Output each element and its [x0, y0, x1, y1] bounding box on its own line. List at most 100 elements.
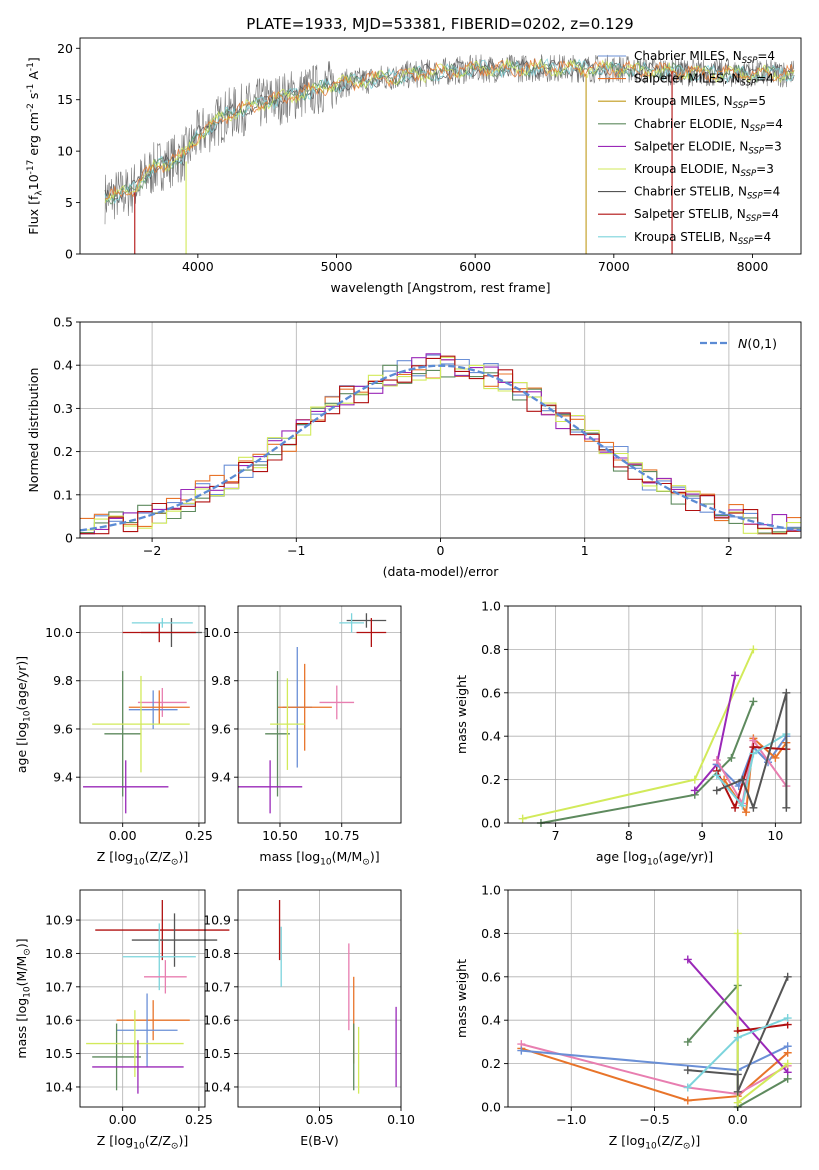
- legend-count: =4: [761, 207, 779, 221]
- series-marker: [783, 972, 792, 981]
- label-segment: Normed distribution: [26, 368, 41, 493]
- x-axis-label: Z [log10(Z/Z⊙)]: [97, 1133, 188, 1152]
- y-tick-label: 0: [65, 531, 73, 546]
- errorbar-point: [270, 678, 305, 770]
- chart-age-vs-Z: 0.00 0.259.49.69.810.0Z [log10(Z/Z⊙)]age …: [14, 605, 213, 868]
- legend-count: =4: [756, 72, 774, 86]
- series-marker: [690, 775, 699, 784]
- errorbar-point: [128, 690, 190, 725]
- x-tick-label: −1.0: [556, 1112, 586, 1127]
- label-segment: ⊙: [23, 948, 33, 956]
- series-marker: [771, 753, 780, 762]
- gaussian-curve: [80, 364, 801, 532]
- y-axis-label: age [log10(age/yr)]: [14, 656, 33, 773]
- series-line: [687, 976, 789, 1093]
- label-segment: age [log: [14, 722, 29, 773]
- series-line: [715, 737, 788, 807]
- series-marker: [783, 1059, 792, 1068]
- spectrum-lines: [104, 54, 795, 254]
- label-segment: 10: [133, 858, 145, 868]
- series-marker: [683, 1083, 692, 1092]
- series-marker: [749, 749, 758, 758]
- series-marker: [712, 756, 721, 765]
- series-line: [540, 701, 755, 824]
- y-axis-label: mass weight: [454, 959, 469, 1038]
- x-axis-label: Z [log10(Z/Z⊙)]: [97, 849, 188, 868]
- label-segment: 10: [26, 174, 41, 190]
- y-tick-label: 1.0: [481, 883, 501, 898]
- axes-frame: [79, 889, 206, 1108]
- axes-frame: [79, 605, 206, 824]
- series-marker: [783, 1014, 792, 1023]
- chart-mass-vs-ebv: 0.05 0.10 10.4 10.5 10.6 10.7 10.8 10.9 E(B-V): [203, 889, 415, 1148]
- legend-text: Kroupa ELODIE, N: [634, 162, 741, 176]
- x-tick-label: 5000: [321, 259, 353, 274]
- series-line: [736, 933, 789, 1105]
- y-tick-label: 9.8: [211, 673, 231, 688]
- plot-area: [104, 54, 795, 254]
- errorbar-point: [86, 1010, 184, 1077]
- label-segment: 10: [645, 1142, 657, 1152]
- y-tick-label: 9.8: [53, 673, 73, 688]
- series-marker: [742, 808, 751, 817]
- label-segment: 10: [133, 1142, 145, 1152]
- legend-entry: Kroupa MILES, NSSP=5: [634, 94, 766, 111]
- y-tick-label: 10.4: [45, 1079, 73, 1094]
- series-marker: [733, 1033, 742, 1042]
- y-tick-label: 0.0: [481, 816, 501, 831]
- label-segment: -1: [26, 84, 36, 93]
- legend-entry: Salpeter ELODIE, NSSP=3: [634, 139, 782, 156]
- x-tick-label: 6000: [459, 259, 491, 274]
- label-segment: )]: [690, 1133, 700, 1148]
- label-segment: mass [log: [259, 849, 320, 864]
- histograms: [80, 353, 801, 535]
- chart-spectrum: 4000 5000 6000 7000 8000 0 5 10 15 20 wavelength […: [26, 37, 802, 295]
- errorbar-point: [356, 618, 387, 647]
- y-tick-label: 0: [65, 247, 73, 262]
- legend-subscript: SSP: [742, 56, 758, 66]
- legend-entry: Kroupa STELIB, NSSP=4: [634, 230, 771, 247]
- x-tick-label: 10.75: [324, 828, 360, 843]
- errorbar-point: [137, 687, 187, 717]
- label-segment: ⊙: [171, 858, 179, 868]
- errorbar-point: [238, 760, 303, 814]
- label-segment: ]: [26, 57, 41, 62]
- label-segment: Flux [f: [26, 195, 41, 235]
- legend-entry: Salpeter STELIB, NSSP=4: [634, 207, 779, 224]
- label-segment: mass weight: [454, 675, 469, 754]
- y-tick-label: 0.4: [53, 358, 73, 373]
- label-segment: -1: [26, 62, 36, 71]
- label-segment: s: [26, 93, 41, 104]
- plot-area: [238, 613, 387, 814]
- series-marker: [517, 1046, 526, 1055]
- errorbar-point: [92, 1040, 184, 1094]
- label-segment: (data-model)/error: [383, 564, 500, 579]
- series-marker: [749, 803, 758, 812]
- series-marker: [727, 753, 736, 762]
- axes-frame: [79, 37, 802, 255]
- errorbar-point: [277, 663, 332, 751]
- x-tick-label: 10: [767, 828, 783, 843]
- legend-count: =4: [754, 230, 772, 244]
- x-tick-label: 8000: [737, 259, 769, 274]
- axes-frame: [507, 605, 802, 824]
- errorbar-point: [319, 685, 355, 720]
- errorbar-point: [346, 613, 387, 628]
- errorbar-point: [92, 675, 190, 773]
- chart-age-vs-mass: 10.50 10.75 9.4 9.6 9.8 10.0 mass [log10(M/M⊙)…: [203, 605, 402, 868]
- label-segment: Z [log: [609, 1133, 645, 1148]
- legend-count: =4: [763, 185, 781, 199]
- y-tick-label: 10.5: [203, 1046, 231, 1061]
- plot-area: [517, 929, 792, 1111]
- x-axis-label: wavelength [Angstrom, rest frame]: [330, 280, 550, 295]
- legend-text: Chabrier ELODIE, N: [634, 117, 750, 131]
- series-marker: [733, 1070, 742, 1079]
- series-line: [716, 733, 787, 808]
- errorbar-point: [128, 690, 178, 729]
- label-segment: age [log: [596, 849, 647, 864]
- x-tick-label: 10.50: [262, 828, 298, 843]
- y-tick-label: 0.6: [481, 969, 501, 984]
- series-marker: [738, 801, 747, 810]
